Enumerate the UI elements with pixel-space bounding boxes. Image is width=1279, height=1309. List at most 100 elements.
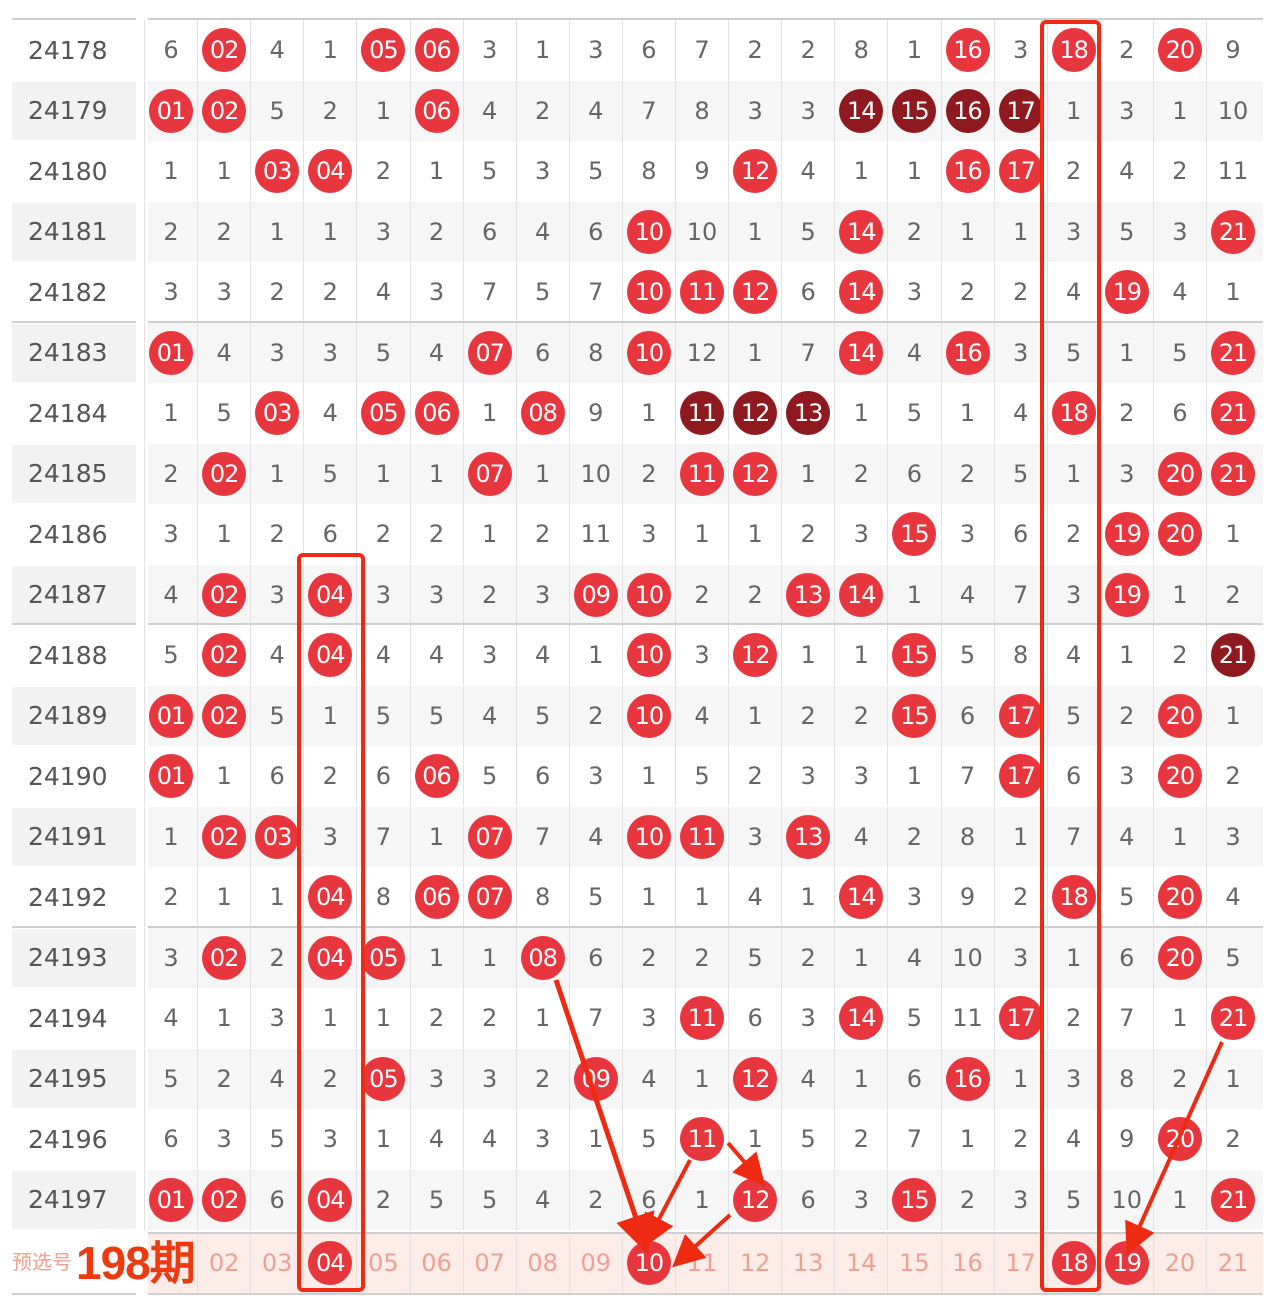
table-cell: 02 <box>197 685 250 746</box>
group-separator <box>12 320 136 323</box>
table-cell: 1 <box>621 746 675 806</box>
table-cell: 1 <box>197 867 250 927</box>
table-cell: 5 <box>462 746 516 806</box>
table-cell: 2 <box>144 867 197 927</box>
table-cell: 3 <box>621 504 675 564</box>
period-label: 24195 <box>12 1049 136 1108</box>
table-cell: 6 <box>462 201 516 262</box>
table-cell: 13 <box>781 564 834 625</box>
table-cell: 2 <box>250 927 303 988</box>
table-cell: 1 <box>356 1109 409 1169</box>
drawn-number-ball: 10 <box>626 633 671 677</box>
table-cell: 1 <box>834 141 887 201</box>
table-cell: 15 <box>887 685 940 746</box>
table-cell: 4 <box>250 20 303 80</box>
table-cell: 14 <box>834 80 887 141</box>
drawn-number-ball: 17 <box>998 88 1043 133</box>
table-cell: 2 <box>515 80 569 141</box>
table-cell: 02 <box>197 20 250 80</box>
table-cell: 5 <box>1099 201 1153 262</box>
table-cell: 15 <box>887 625 940 685</box>
table-cell: 5 <box>250 80 303 141</box>
drawn-number-ball: 10 <box>626 209 671 254</box>
table-cell: 2 <box>781 20 834 80</box>
prediction-cell: 21 <box>1206 1233 1259 1293</box>
drawn-number-ball: 07 <box>467 875 512 919</box>
table-cell: 3 <box>250 988 303 1048</box>
table-cell: 21 <box>1206 988 1259 1048</box>
table-cell: 2 <box>621 443 675 504</box>
table-cell: 2 <box>993 1109 1047 1169</box>
table-cell: 1 <box>1046 443 1100 504</box>
table-cell: 3 <box>675 625 728 685</box>
table-cell: 2 <box>303 1048 356 1109</box>
prediction-cell: 19 <box>1099 1233 1153 1293</box>
table-cell: 3 <box>993 927 1047 988</box>
period-label: 24183 <box>12 323 136 382</box>
table-cell: 3 <box>303 322 356 383</box>
table-cell: 7 <box>675 20 728 80</box>
table-cell: 1 <box>356 80 409 141</box>
table-cell: 3 <box>1099 443 1153 504</box>
drawn-number-ball: 12 <box>733 1177 778 1222</box>
table-cell: 12 <box>728 383 781 443</box>
drawn-number-ball: 06 <box>414 88 459 133</box>
table-cell: 04 <box>303 927 356 988</box>
table-cell: 6 <box>728 988 781 1048</box>
table-cell: 6 <box>515 746 569 806</box>
table-cell: 4 <box>834 806 887 867</box>
table-cell: 4 <box>728 867 781 927</box>
table-cell: 1 <box>303 201 356 262</box>
table-cell: 5 <box>409 685 463 746</box>
drawn-number-ball: 16 <box>945 28 990 72</box>
table-cell: 05 <box>356 383 409 443</box>
table-cell: 02 <box>197 443 250 504</box>
prediction-cell: 18 <box>1046 1233 1100 1293</box>
table-cell: 3 <box>1046 1048 1100 1109</box>
table-cell: 2 <box>303 262 356 322</box>
drawn-number-ball: 16 <box>945 149 990 193</box>
table-cell: 2 <box>568 1169 622 1230</box>
drawn-number-ball: 04 <box>308 633 353 677</box>
table-cell: 20 <box>1152 443 1206 504</box>
table-cell: 6 <box>1099 927 1153 988</box>
table-cell: 2 <box>568 685 622 746</box>
table-cell: 7 <box>515 806 569 867</box>
table-cell: 3 <box>834 1169 887 1230</box>
table-cell: 6 <box>303 504 356 564</box>
table-cell: 3 <box>1099 746 1153 806</box>
table-cell: 1 <box>675 1048 728 1109</box>
drawn-number-ball: 11 <box>680 270 724 314</box>
table-cell: 1 <box>834 383 887 443</box>
table-cell: 5 <box>462 1169 516 1230</box>
drawn-number-ball: 19 <box>1104 270 1149 314</box>
table-cell: 7 <box>781 322 834 383</box>
table-cell: 9 <box>940 867 994 927</box>
table-cell: 10 <box>621 625 675 685</box>
table-cell: 7 <box>940 746 994 806</box>
table-cell: 06 <box>409 867 463 927</box>
table-cell: 3 <box>197 1109 250 1169</box>
table-cell: 4 <box>568 80 622 141</box>
table-cell: 1 <box>1046 80 1100 141</box>
table-cell: 10 <box>568 443 622 504</box>
table-cell: 21 <box>1206 201 1259 262</box>
drawn-number-ball: 04 <box>308 935 353 980</box>
table-cell: 01 <box>144 80 197 141</box>
table-cell: 3 <box>515 141 569 201</box>
table-cell: 1 <box>887 564 940 625</box>
table-cell: 2 <box>1206 564 1259 625</box>
table-cell: 1 <box>940 201 994 262</box>
table-cell: 19 <box>1099 504 1153 564</box>
selected-number-ball: 10 <box>626 1241 671 1285</box>
table-cell: 5 <box>1152 322 1206 383</box>
table-cell: 1 <box>250 443 303 504</box>
table-cell: 1 <box>728 201 781 262</box>
table-cell: 5 <box>197 383 250 443</box>
table-cell: 07 <box>462 322 516 383</box>
table-cell: 9 <box>1206 20 1259 80</box>
drawn-number-ball: 02 <box>202 28 247 72</box>
table-cell: 7 <box>993 564 1047 625</box>
drawn-number-ball: 14 <box>839 270 884 314</box>
table-cell: 11 <box>568 504 622 564</box>
